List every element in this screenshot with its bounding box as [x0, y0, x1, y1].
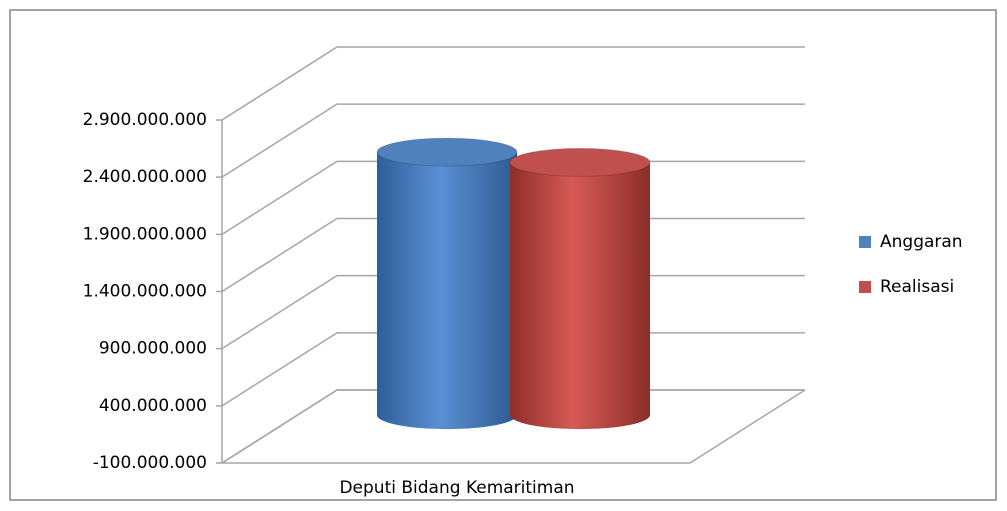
y-tick-label: 1.900.000.000: [83, 224, 207, 244]
bar-top: [509, 147, 651, 177]
legend-label: Anggaran: [880, 232, 963, 252]
x-tick-label: Deputi Bidang Kemaritiman: [339, 478, 574, 498]
bar: [377, 152, 517, 430]
y-tick-label: 2.400.000.000: [83, 167, 207, 187]
y-tick-label: 900.000.000: [99, 339, 207, 359]
y-tick-label: -100.000.000: [93, 453, 207, 473]
bar: [510, 162, 650, 430]
legend-label: Realisasi: [880, 277, 954, 297]
grid-line: [216, 46, 805, 121]
y-tick-label: 1.400.000.000: [83, 282, 207, 302]
y-tick-label: 2.900.000.000: [83, 110, 207, 130]
bar-top: [376, 137, 518, 167]
y-tick-label: 400.000.000: [99, 396, 207, 416]
grid-line: [216, 103, 805, 178]
legend-swatch: [859, 236, 871, 248]
legend-swatch: [859, 281, 871, 293]
